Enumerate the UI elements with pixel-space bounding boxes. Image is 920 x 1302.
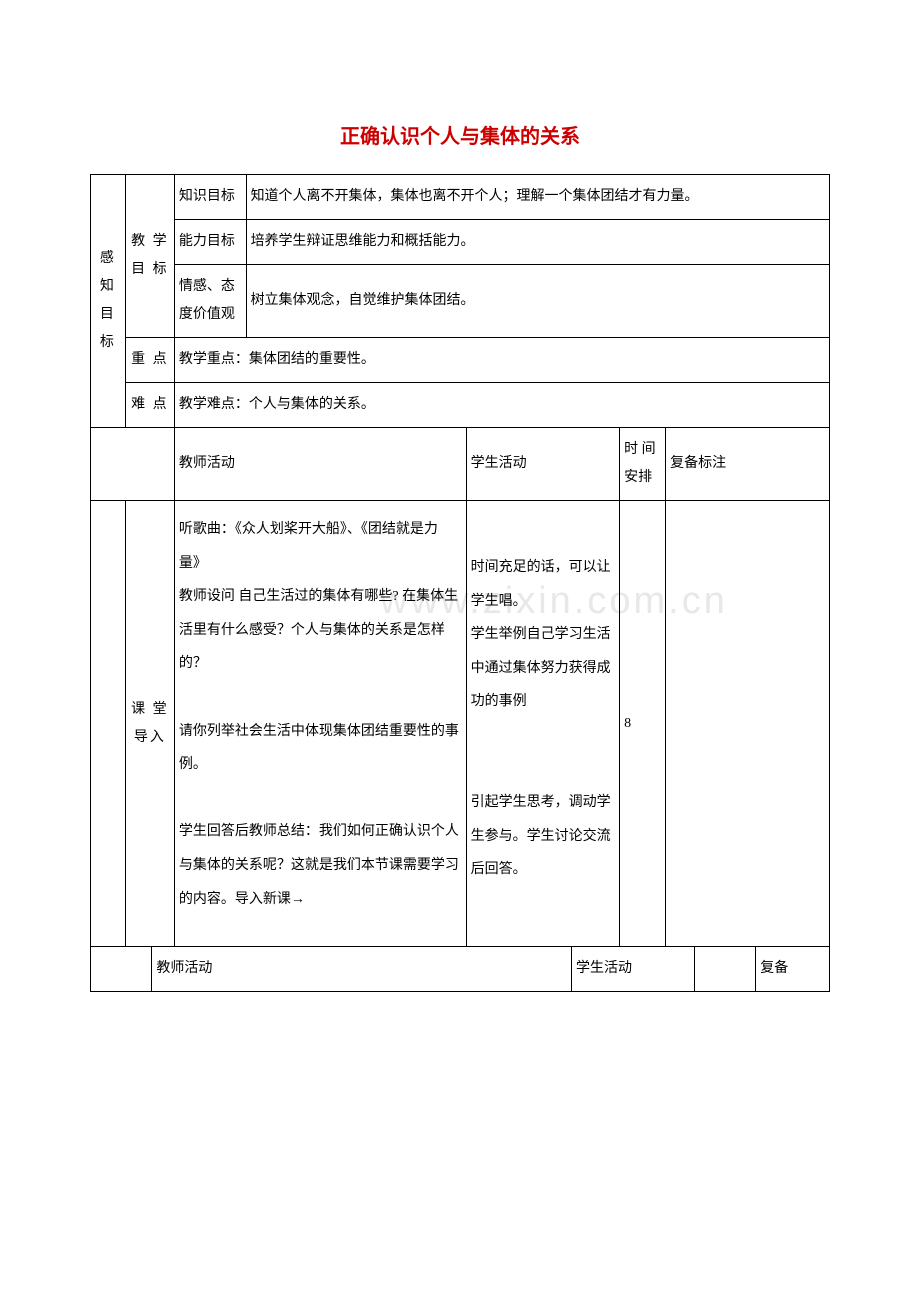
cell-ganzhi-label: 感知目标	[91, 175, 126, 428]
cell-footer-teacher: 教师活动	[152, 947, 572, 992]
cell-zhishi-label: 知识目标	[174, 175, 246, 220]
cell-header-time: 时 间 安排	[620, 428, 666, 501]
document-page: 正确认识个人与集体的关系 感知目标 教 学 目 标 知识目标 知道个人离不开集体…	[0, 0, 920, 1052]
table-row: 情感、态度价值观 树立集体观念，自觉维护集体团结。	[91, 265, 830, 338]
cell-zhishi-content: 知道个人离不开集体，集体也离不开个人；理解一个集体团结才有力量。	[246, 175, 829, 220]
cell-zhongdian-label: 重 点	[125, 338, 174, 383]
cell-ketang-label: 课 堂 导入	[125, 501, 174, 947]
cell-empty	[91, 501, 126, 947]
cell-qinggan-label: 情感、态度价值观	[174, 265, 246, 338]
cell-empty	[91, 947, 152, 992]
table-row-header: 教师活动 学生活动 时 间 安排 复备标注	[91, 428, 830, 501]
cell-nandian-label: 难 点	[125, 383, 174, 428]
cell-zhongdian-content: 教学重点：集体团结的重要性。	[174, 338, 829, 383]
cell-header-teacher: 教师活动	[174, 428, 466, 501]
cell-jiaoxue-label: 教 学 目 标	[125, 175, 174, 338]
cell-teacher-activity: 听歌曲：《众人划桨开大船》、《团结就是力量》 教师设问 自己生活过的集体有哪些?…	[174, 501, 466, 947]
table-row-footer: 教师活动 学生活动 复备	[91, 947, 830, 992]
cell-nengli-label: 能力目标	[174, 220, 246, 265]
table-row: 重 点 教学重点：集体团结的重要性。	[91, 338, 830, 383]
table-row: 难 点 教学难点：个人与集体的关系。	[91, 383, 830, 428]
cell-footer-fubei: 复备	[756, 947, 830, 992]
cell-time-value: 8	[620, 501, 666, 947]
cell-fubei-empty	[666, 501, 830, 947]
cell-header-fubei: 复备标注	[666, 428, 830, 501]
cell-header-student: 学生活动	[466, 428, 620, 501]
cell-empty	[694, 947, 755, 992]
footer-table: 教师活动 学生活动 复备	[90, 946, 830, 992]
cell-footer-student: 学生活动	[572, 947, 695, 992]
table-row-body: 课 堂 导入 听歌曲：《众人划桨开大船》、《团结就是力量》 教师设问 自己生活过…	[91, 501, 830, 947]
cell-student-activity: 时间充足的话，可以让学生唱。 学生举例自己学习生活中通过集体努力获得成功的事例 …	[466, 501, 620, 947]
cell-qinggan-content: 树立集体观念，自觉维护集体团结。	[246, 265, 829, 338]
table-row: 能力目标 培养学生辩证思维能力和概括能力。	[91, 220, 830, 265]
document-title: 正确认识个人与集体的关系	[90, 120, 830, 149]
cell-nandian-content: 教学难点：个人与集体的关系。	[174, 383, 829, 428]
cell-empty	[91, 428, 175, 501]
lesson-plan-table: 感知目标 教 学 目 标 知识目标 知道个人离不开集体，集体也离不开个人；理解一…	[90, 174, 830, 947]
table-row: 感知目标 教 学 目 标 知识目标 知道个人离不开集体，集体也离不开个人；理解一…	[91, 175, 830, 220]
cell-nengli-content: 培养学生辩证思维能力和概括能力。	[246, 220, 829, 265]
